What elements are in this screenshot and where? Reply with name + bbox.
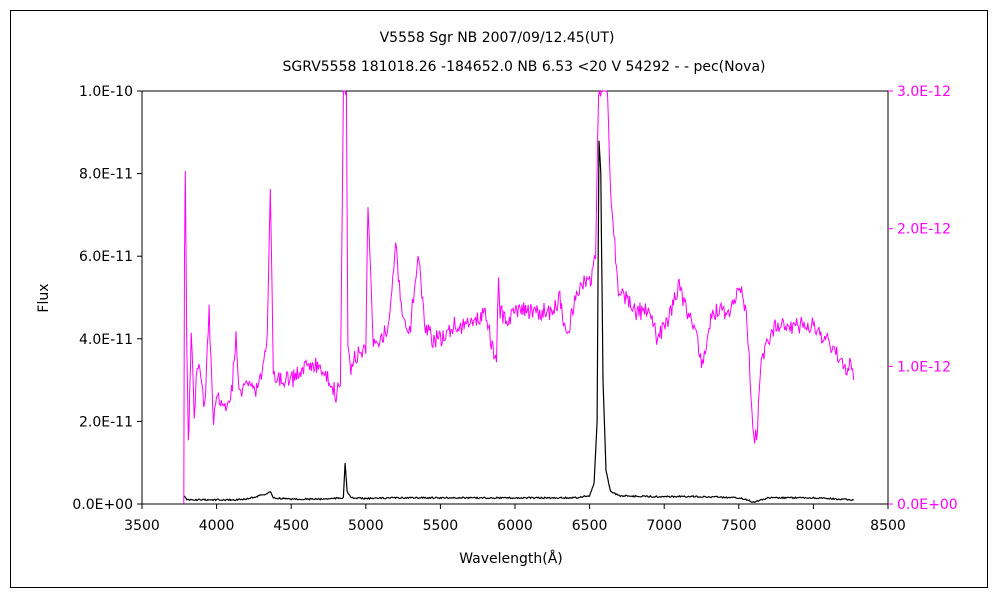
x-tick-label: 8000 <box>796 518 832 534</box>
x-tick-label: 7000 <box>646 518 682 534</box>
x-tick-label: 4500 <box>273 518 309 534</box>
x-tick-label: 7500 <box>721 518 757 534</box>
y-tick-label: 8.0E-11 <box>79 167 133 183</box>
y-axis-label: Flux <box>36 283 52 312</box>
x-tick-label: 6000 <box>497 518 533 534</box>
chart-subtitle: SGRV5558 181018.26 -184652.0 NB 6.53 <20… <box>283 59 766 75</box>
y-tick-label: 0.0E+00 <box>72 497 133 513</box>
y2-tick-label: 2.0E-12 <box>897 222 951 238</box>
series-line-black <box>183 140 854 503</box>
series-line-magenta <box>183 90 855 504</box>
y-tick-label: 1.0E-10 <box>79 84 133 100</box>
plot-area <box>141 90 889 505</box>
y2-tick-label: 1.0E-12 <box>897 359 951 375</box>
series-lines <box>183 90 855 504</box>
chart-frame <box>10 10 988 588</box>
x-tick-label: 4000 <box>199 518 235 534</box>
x-axis-label: Wavelength(Å) <box>459 550 563 567</box>
x-tick-label: 3500 <box>124 518 160 534</box>
x-tick-label: 5000 <box>348 518 384 534</box>
x-tick-label: 6500 <box>572 518 608 534</box>
y2-tick-label: 3.0E-12 <box>897 84 951 100</box>
y2-tick-label: 0.0E+00 <box>897 497 958 513</box>
chart-title: V5558 Sgr NB 2007/09/12.45(UT) <box>380 30 615 46</box>
x-tick-label: 8500 <box>870 518 906 534</box>
y-tick-label: 4.0E-11 <box>79 332 133 348</box>
x-tick-label: 5500 <box>423 518 459 534</box>
y-tick-label: 6.0E-11 <box>79 249 133 265</box>
axis-ticks: 3500 4000 4500 5000 5500 6000 6500 7000 7500 8000… <box>72 84 957 534</box>
y-tick-label: 2.0E-11 <box>79 414 133 430</box>
